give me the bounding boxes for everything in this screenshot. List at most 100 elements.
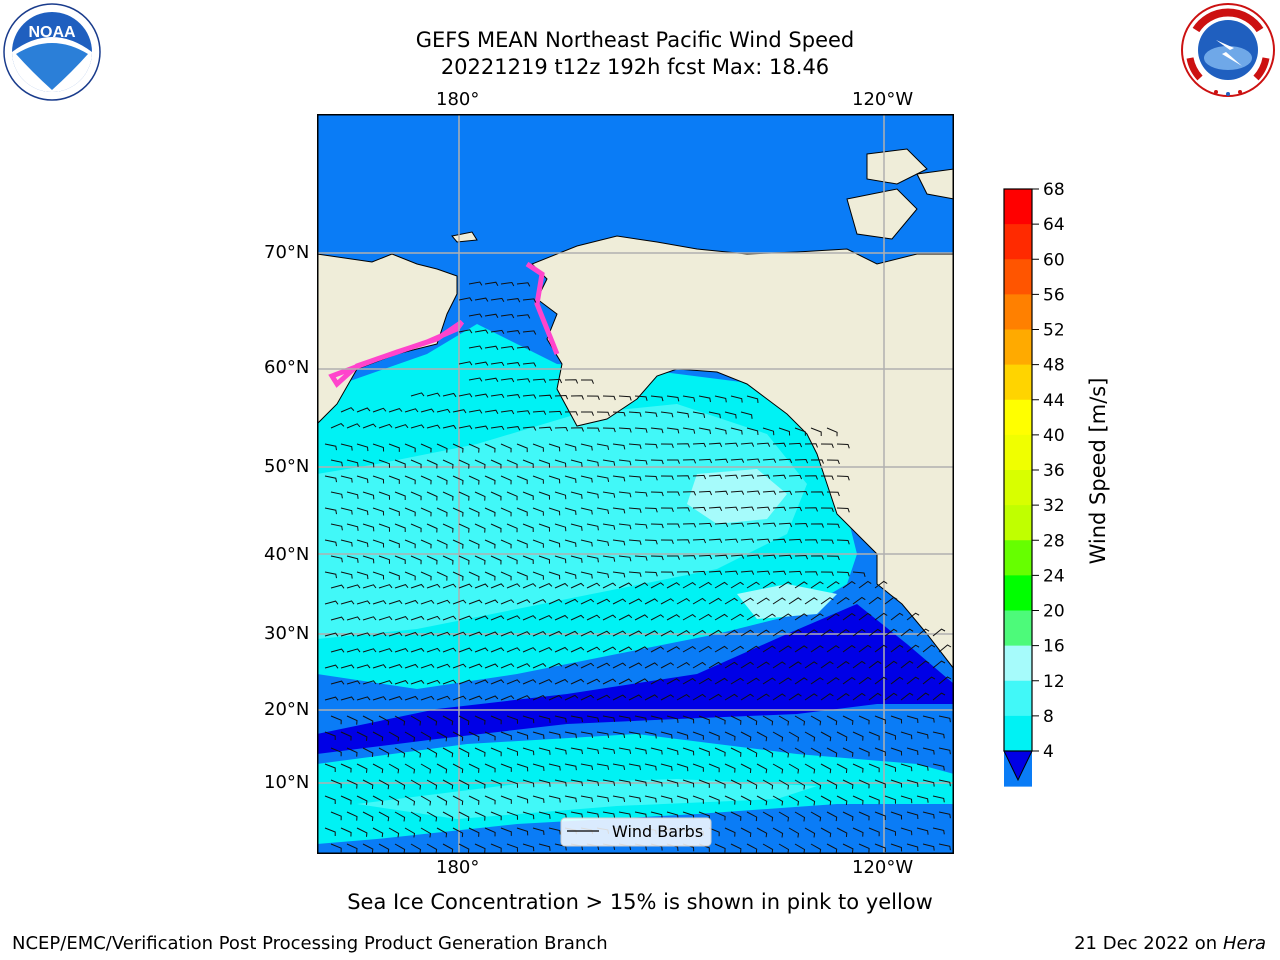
wind-barb xyxy=(698,645,712,653)
wind-barb xyxy=(746,522,761,527)
wind-barb xyxy=(884,596,898,605)
wind-barb xyxy=(900,628,914,637)
wind-barb xyxy=(500,763,512,772)
wind-barb xyxy=(452,695,467,701)
wind-barb xyxy=(580,539,593,547)
wind-barb xyxy=(596,443,610,451)
wind-barb xyxy=(634,614,649,621)
wind-barb xyxy=(660,763,673,771)
wind-barb xyxy=(618,678,633,685)
wind-barb xyxy=(884,795,896,804)
wind-barb xyxy=(410,523,422,533)
wind-barb xyxy=(794,811,806,822)
wind-barb xyxy=(804,475,818,480)
wind-barb xyxy=(820,731,832,742)
wind-barb xyxy=(330,715,342,725)
wind-barb xyxy=(618,646,633,653)
wind-barb xyxy=(820,539,834,544)
wind-barb xyxy=(730,779,742,789)
wind-barb xyxy=(394,555,406,564)
wind-barb xyxy=(810,581,824,589)
wind-barb xyxy=(426,647,441,653)
wind-barb xyxy=(618,491,632,498)
wind-barb xyxy=(378,811,390,822)
wind-barb xyxy=(420,795,432,806)
wind-barb xyxy=(746,715,758,726)
wind-barb xyxy=(538,715,551,723)
wind-barb xyxy=(794,522,809,528)
wind-barb xyxy=(612,507,626,514)
wind-barb xyxy=(484,507,496,517)
wind-barb xyxy=(436,827,448,838)
wind-barb xyxy=(778,811,790,822)
colorbar-swatch xyxy=(1004,575,1032,611)
wind-barb xyxy=(522,394,537,399)
wind-barb xyxy=(916,628,930,637)
wind-barb xyxy=(826,613,840,621)
wind-barb xyxy=(564,662,579,669)
wind-barb xyxy=(372,664,387,669)
wind-speed-map: Wind Barbs xyxy=(317,114,954,854)
wind-barb xyxy=(356,600,371,605)
wind-barb xyxy=(362,680,377,685)
wind-barb xyxy=(836,827,848,838)
wind-barb xyxy=(650,614,665,621)
wind-barb xyxy=(468,313,483,318)
wind-barb xyxy=(490,679,505,685)
wind-barb xyxy=(612,630,627,637)
wind-barb xyxy=(740,661,754,669)
wind-barb xyxy=(740,597,754,605)
wind-barb xyxy=(548,662,563,669)
wind-barb xyxy=(532,507,544,516)
wind-barb xyxy=(900,692,914,701)
colorbar-tick-label: 56 xyxy=(1043,285,1065,305)
wind-barb xyxy=(522,843,535,852)
wind-barb xyxy=(628,443,642,449)
wind-barb xyxy=(516,763,529,772)
wind-barb xyxy=(900,795,913,804)
wind-barb xyxy=(452,663,467,669)
wind-barb xyxy=(682,645,697,653)
wind-barb xyxy=(612,571,626,578)
wind-barb xyxy=(772,827,784,838)
wind-barb xyxy=(836,731,848,742)
wind-barb xyxy=(506,394,521,399)
wind-barb xyxy=(340,696,355,701)
wind-barb xyxy=(746,427,759,435)
wind-barb xyxy=(378,680,393,685)
wind-barb xyxy=(442,555,454,565)
wind-barb xyxy=(394,648,409,653)
wind-barb xyxy=(836,507,850,513)
wind-barb xyxy=(452,571,464,581)
wind-barb xyxy=(666,614,681,621)
wind-barb xyxy=(730,395,743,403)
wind-barb xyxy=(708,570,723,576)
wind-barb xyxy=(938,747,951,755)
wind-barb xyxy=(628,539,642,545)
wind-barb xyxy=(500,443,512,453)
wind-barb xyxy=(676,539,690,544)
wind-barb xyxy=(730,458,745,463)
wind-barb xyxy=(346,648,361,653)
wind-barb xyxy=(692,538,707,544)
wind-barb xyxy=(516,571,528,581)
wind-barb xyxy=(906,747,919,756)
wind-barb xyxy=(628,795,641,803)
wind-barb xyxy=(484,795,496,805)
wind-barb xyxy=(602,678,617,685)
wind-barb xyxy=(554,394,569,400)
wind-barb xyxy=(468,763,480,773)
wind-barb xyxy=(564,731,577,739)
wind-barb xyxy=(330,616,345,621)
colorbar-swatch xyxy=(1004,645,1032,682)
wind-barb xyxy=(634,747,647,755)
wind-barb xyxy=(426,459,438,469)
wind-barb xyxy=(474,361,489,366)
wind-barb xyxy=(698,715,710,724)
wind-barb xyxy=(324,795,336,804)
wind-barb xyxy=(698,427,711,435)
wind-barb xyxy=(650,523,664,529)
wind-barb xyxy=(580,507,593,515)
wind-barb xyxy=(810,555,824,560)
wind-barb xyxy=(660,662,675,669)
